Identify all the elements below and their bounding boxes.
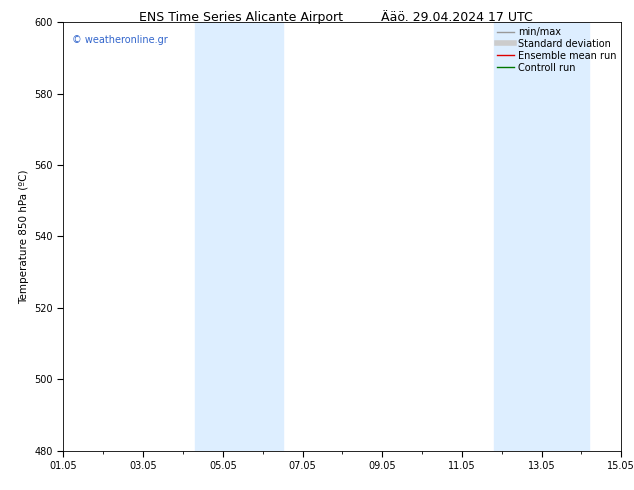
Text: © weatheronline.gr: © weatheronline.gr [72,35,167,45]
Text: ENS Time Series Alicante Airport: ENS Time Series Alicante Airport [139,11,343,24]
Legend: min/max, Standard deviation, Ensemble mean run, Controll run: min/max, Standard deviation, Ensemble me… [495,25,618,74]
Bar [494,22,590,451]
Bar [195,22,283,451]
Y-axis label: Temperature 850 hPa (ºC): Temperature 850 hPa (ºC) [19,169,29,304]
Text: Ääö. 29.04.2024 17 UTC: Ääö. 29.04.2024 17 UTC [380,11,533,24]
